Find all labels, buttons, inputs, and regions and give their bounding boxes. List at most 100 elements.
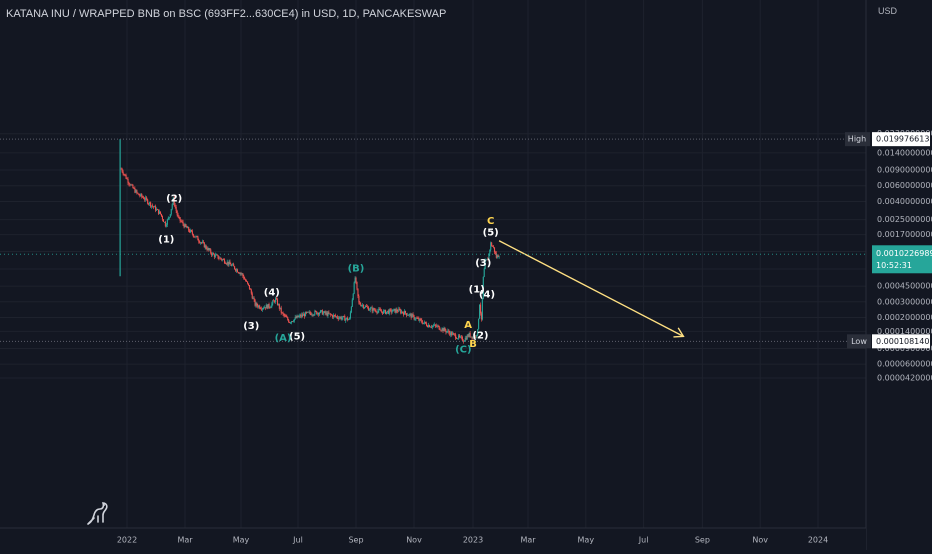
candle-body xyxy=(495,253,497,258)
candle-body xyxy=(288,319,290,323)
candle-body xyxy=(166,219,168,225)
candle-body xyxy=(161,216,163,220)
candle-body xyxy=(379,308,381,310)
candle-body xyxy=(432,325,434,327)
candle-body xyxy=(233,264,235,267)
candle-body xyxy=(394,308,396,313)
candle-body xyxy=(165,224,167,227)
candle-body xyxy=(272,300,274,304)
candle-body xyxy=(459,336,462,338)
candle-body xyxy=(168,217,170,219)
candle-body xyxy=(185,224,187,227)
candle-body xyxy=(197,236,199,241)
candle-body xyxy=(203,242,205,248)
candle-body xyxy=(454,333,456,335)
candle-body xyxy=(243,276,245,279)
candle-body xyxy=(486,259,488,260)
candle-body xyxy=(322,312,324,315)
candle-body xyxy=(155,209,158,211)
wave-label: B xyxy=(469,339,477,350)
time-tick-label: Mar xyxy=(177,536,193,545)
candle-body xyxy=(383,310,385,314)
candle-body xyxy=(186,226,188,229)
candle-body xyxy=(348,319,350,321)
candle-body xyxy=(122,171,124,175)
candle-body xyxy=(479,304,482,314)
price-tick-label: 0.0000900000 xyxy=(877,344,932,353)
candle-body xyxy=(434,324,436,326)
candle-body xyxy=(422,322,424,324)
projection-arrow-head xyxy=(673,327,685,338)
candle-body xyxy=(247,283,250,286)
candle-body xyxy=(256,303,258,306)
candle-body xyxy=(465,337,467,340)
candle-body xyxy=(337,317,339,319)
candle-body xyxy=(238,272,240,274)
candle-body xyxy=(219,257,221,259)
candle-body xyxy=(349,312,351,319)
candle-body xyxy=(367,307,369,311)
wave-label: (2) xyxy=(166,194,182,205)
candle-body xyxy=(199,241,201,243)
candle-body xyxy=(301,314,303,317)
price-tick-label: 0.0004500000 xyxy=(877,282,932,291)
candle-body xyxy=(498,256,500,258)
candle-body xyxy=(241,273,243,275)
candle-body xyxy=(425,321,427,324)
wave-label: (3) xyxy=(475,258,491,269)
candle-body xyxy=(356,281,358,289)
low-value-tag: 0.0001081403 xyxy=(876,337,932,346)
candle-body xyxy=(371,307,373,312)
candle-body xyxy=(310,313,312,316)
candle-body xyxy=(339,316,341,318)
candle-body xyxy=(462,340,464,342)
candle-body xyxy=(329,313,331,315)
candle-body xyxy=(386,310,388,312)
wave-label: (C) xyxy=(455,344,471,355)
candle-body xyxy=(374,310,376,311)
candle-body xyxy=(405,313,407,316)
wave-label: (4) xyxy=(264,288,280,299)
candle-body xyxy=(232,264,234,266)
tradingview-logo-icon[interactable] xyxy=(84,498,114,528)
candle-body xyxy=(467,335,469,337)
time-tick-label: Nov xyxy=(752,536,768,545)
candle-body xyxy=(452,333,454,336)
candle-body xyxy=(328,312,330,314)
projection-arrow-line xyxy=(498,240,684,337)
candle-body xyxy=(217,255,219,259)
candle-body xyxy=(285,315,287,317)
candle-body xyxy=(184,224,186,228)
candle-body xyxy=(127,178,129,183)
candle-body xyxy=(157,209,160,214)
candle-body xyxy=(357,288,359,296)
candle-body xyxy=(373,308,375,311)
candle-body xyxy=(365,306,367,308)
candle-body xyxy=(417,318,419,320)
candle-body xyxy=(211,253,213,256)
candle-body xyxy=(377,310,379,313)
candle-body xyxy=(154,206,156,208)
candle-body xyxy=(180,220,182,222)
candle-body xyxy=(214,254,216,257)
candle-body xyxy=(447,330,449,332)
candle-body xyxy=(381,311,383,313)
candle-body xyxy=(245,279,247,282)
candle-body xyxy=(408,314,410,316)
candle-body xyxy=(326,312,328,316)
candle-body xyxy=(300,315,302,317)
currency-label: USD xyxy=(878,6,898,16)
candle-body xyxy=(209,249,211,251)
candle-body xyxy=(276,299,279,305)
candle-body xyxy=(362,305,364,306)
candle-body xyxy=(231,265,233,266)
time-tick-label: May xyxy=(578,536,595,545)
candle-body xyxy=(304,312,307,317)
candle-body xyxy=(360,304,362,306)
candle-body xyxy=(120,168,122,170)
candle-body xyxy=(363,305,365,308)
candle-body xyxy=(189,230,191,233)
candle-body xyxy=(387,310,389,314)
